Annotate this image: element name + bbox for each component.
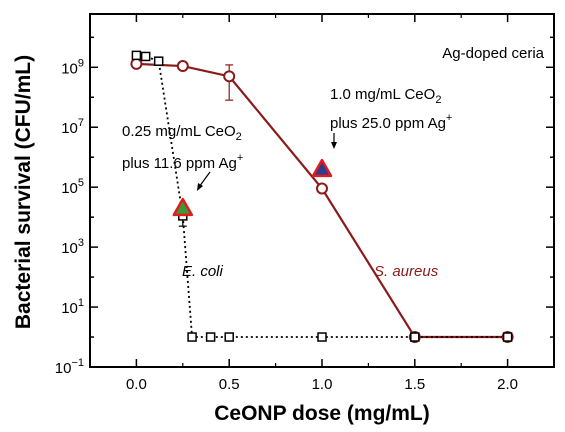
x-tick-label: 2.0 [497, 376, 518, 393]
data-point-square [317, 332, 327, 342]
series-line-0 [136, 62, 508, 339]
highlight-triangle [311, 158, 333, 178]
data-point-circle [223, 70, 236, 83]
error-bars [178, 64, 234, 227]
x-axis-title: CeONP dose (mg/mL) [214, 402, 429, 425]
x-tick-label: 0.0 [126, 376, 147, 393]
series-line-1 [136, 54, 508, 338]
annotation-quarter-dose-line1: 0.25 mg/mL CeO2 [122, 123, 242, 143]
y-tick-label: 109 [61, 57, 84, 77]
y-tick-label: 105 [61, 177, 84, 197]
y-tick-label: 103 [61, 237, 84, 257]
series-lines [136, 54, 508, 339]
data-point-square [410, 332, 420, 342]
inset-title: Ag-doped ceria [442, 45, 544, 62]
x-tick-label: 0.5 [219, 376, 240, 393]
tick-marks [90, 14, 554, 368]
highlight-markers [172, 158, 333, 217]
data-point-square [140, 51, 151, 62]
annotation-arrowhead-quarter-dose [197, 183, 203, 191]
annotation-arrowhead-one-dose [331, 142, 337, 149]
data-point-circle [176, 60, 189, 73]
data-point-square [131, 50, 142, 61]
y-axis-title: Bacterial survival (CFU/mL) [12, 55, 35, 329]
y-tick-label: 107 [61, 117, 84, 137]
data-point-square [205, 332, 216, 342]
data-point-square [153, 56, 164, 66]
annotation-arrow-quarter-dose [198, 171, 211, 188]
annotation-quarter-dose-line2: plus 11.6 ppm Ag+ [122, 152, 243, 172]
x-tick-labels: 0.0 0.5 1.0 1.5 2.0 [126, 376, 518, 393]
ecoli-label: E. coli [182, 263, 224, 280]
annotation-one-dose-line2: plus 25.0 ppm Ag+ [330, 112, 452, 132]
data-point-square [224, 332, 234, 342]
saureus-label: S. aureus [374, 263, 439, 280]
y-tick-labels: 10−1 101 103 105 107 109 [55, 57, 84, 377]
data-point-circle [316, 182, 328, 195]
data-point-circle [130, 57, 143, 70]
x-tick-label: 1.5 [404, 376, 425, 393]
x-tick-label: 1.0 [312, 376, 333, 393]
annotation-one-dose-line1: 1.0 mg/mL CeO2 [330, 86, 441, 106]
y-tick-label: 10−1 [55, 357, 84, 377]
highlight-triangle [172, 197, 194, 217]
data-markers [130, 50, 514, 344]
data-point-square [502, 332, 513, 342]
data-point-square [187, 332, 197, 342]
y-tick-label: 101 [61, 297, 84, 317]
